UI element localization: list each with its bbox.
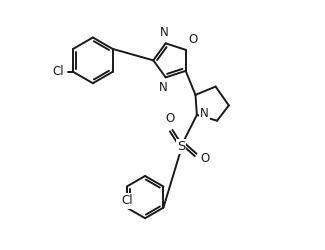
Text: N: N: [160, 26, 169, 39]
Text: N: N: [200, 107, 209, 120]
Text: O: O: [200, 152, 210, 164]
Text: S: S: [177, 140, 185, 153]
Text: Cl: Cl: [121, 194, 133, 207]
Text: O: O: [188, 33, 197, 46]
Text: O: O: [166, 112, 175, 126]
Text: Cl: Cl: [52, 65, 64, 78]
Text: N: N: [159, 81, 168, 94]
